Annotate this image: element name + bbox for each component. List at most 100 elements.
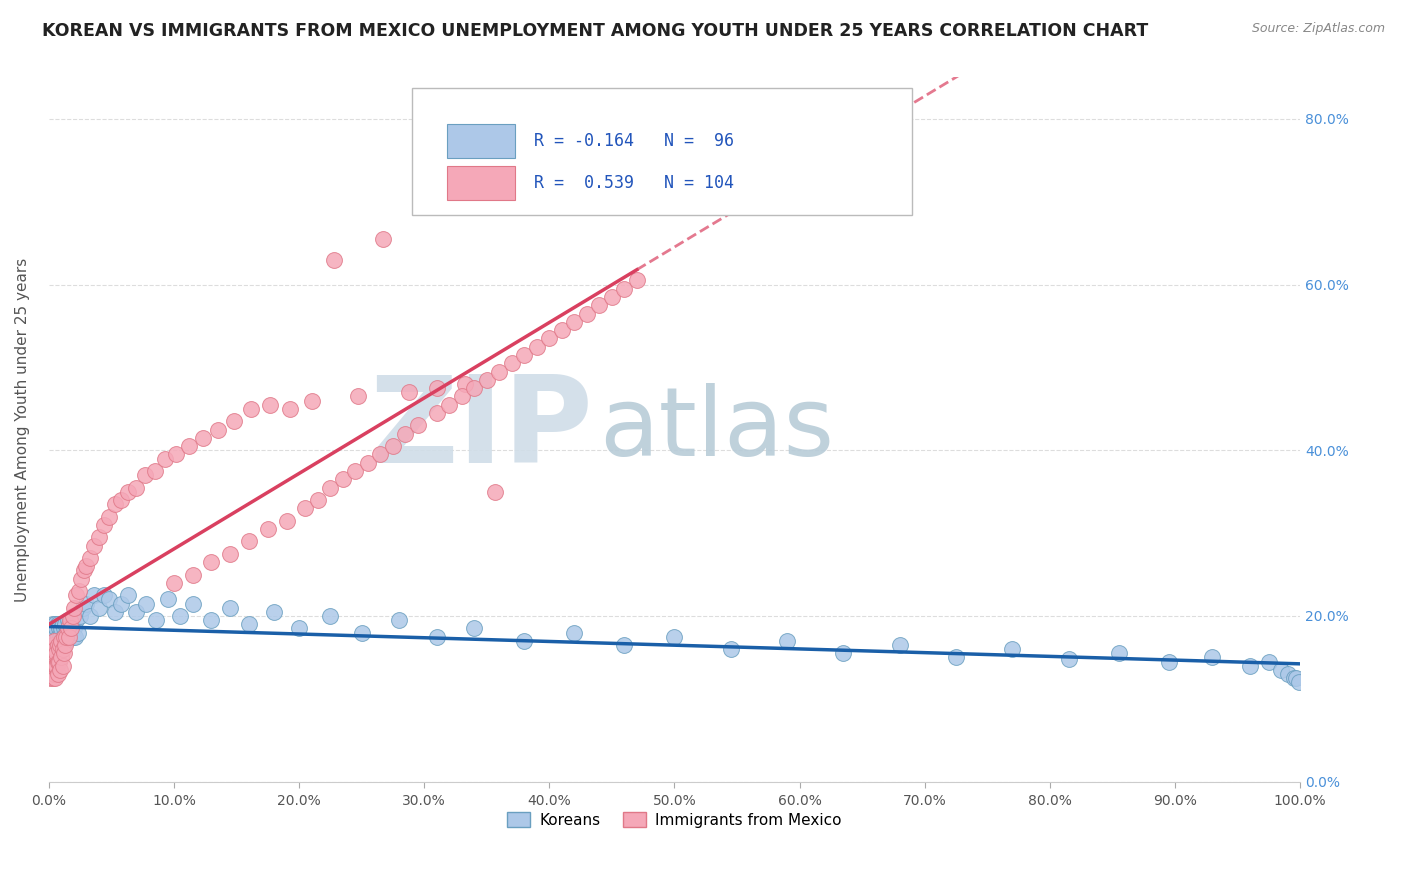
Point — [52, 633, 75, 648]
Point — [145, 613, 167, 627]
Point — [276, 514, 298, 528]
Point — [125, 605, 148, 619]
Point — [44, 642, 66, 657]
Point — [39, 638, 62, 652]
Point — [238, 534, 260, 549]
Point — [42, 667, 65, 681]
Point — [83, 588, 105, 602]
Bar — [447, 124, 516, 158]
Point — [87, 530, 110, 544]
Point — [1201, 650, 1223, 665]
Point — [60, 613, 83, 627]
Point — [219, 600, 242, 615]
Point — [626, 273, 648, 287]
Point — [153, 451, 176, 466]
Point — [406, 418, 429, 433]
Point — [65, 588, 87, 602]
Point — [344, 464, 367, 478]
Point — [55, 633, 77, 648]
Point — [347, 389, 370, 403]
Point — [463, 621, 485, 635]
Point — [240, 401, 263, 416]
Point — [450, 389, 472, 403]
Point — [526, 340, 548, 354]
Point — [39, 621, 62, 635]
Point — [394, 426, 416, 441]
Point — [125, 481, 148, 495]
Point — [1270, 663, 1292, 677]
Point — [307, 493, 329, 508]
Point — [1001, 642, 1024, 657]
Point — [39, 646, 62, 660]
Point — [41, 633, 63, 648]
Point — [207, 423, 229, 437]
Point — [177, 439, 200, 453]
Point — [319, 609, 342, 624]
Point — [117, 484, 139, 499]
Point — [51, 658, 73, 673]
Point — [191, 431, 214, 445]
Point — [42, 621, 65, 635]
Point — [45, 621, 67, 635]
Point — [75, 597, 97, 611]
Point — [48, 633, 70, 648]
Point — [1108, 646, 1130, 660]
Point — [97, 509, 120, 524]
Point — [62, 600, 84, 615]
Point — [381, 439, 404, 453]
Point — [256, 522, 278, 536]
Point — [488, 365, 510, 379]
Point — [63, 630, 86, 644]
Point — [513, 633, 536, 648]
Point — [58, 630, 80, 644]
Point — [484, 484, 506, 499]
Point — [44, 617, 66, 632]
Point — [263, 605, 285, 619]
Point — [45, 646, 67, 660]
Point — [39, 630, 62, 644]
Point — [48, 621, 70, 635]
Point — [49, 638, 72, 652]
Point — [39, 658, 62, 673]
Point — [889, 638, 911, 652]
Point — [39, 646, 62, 660]
Text: Source: ZipAtlas.com: Source: ZipAtlas.com — [1251, 22, 1385, 36]
Point — [52, 630, 75, 644]
Point — [169, 609, 191, 624]
Point — [65, 613, 87, 627]
Point — [59, 613, 82, 627]
Point — [388, 613, 411, 627]
Point — [46, 655, 69, 669]
Point — [45, 658, 67, 673]
Point — [1239, 658, 1261, 673]
Point — [200, 555, 222, 569]
Point — [62, 630, 84, 644]
Point — [110, 597, 132, 611]
Point — [117, 588, 139, 602]
Point — [87, 600, 110, 615]
Point — [41, 638, 63, 652]
Point — [600, 290, 623, 304]
Point — [1277, 667, 1299, 681]
Point — [110, 493, 132, 508]
Point — [332, 472, 354, 486]
Point — [588, 298, 610, 312]
Point — [294, 501, 316, 516]
Point — [51, 650, 73, 665]
Point — [1282, 671, 1305, 685]
Point — [45, 646, 67, 660]
Point — [49, 663, 72, 677]
Point — [1288, 675, 1310, 690]
Point — [200, 613, 222, 627]
Point — [46, 638, 69, 652]
Point — [39, 671, 62, 685]
Point — [238, 617, 260, 632]
Point — [664, 630, 686, 644]
Point — [222, 414, 245, 428]
Point — [55, 625, 77, 640]
Point — [501, 356, 523, 370]
Text: R = -0.164   N =  96: R = -0.164 N = 96 — [534, 132, 734, 150]
Point — [288, 621, 311, 635]
Bar — [447, 166, 516, 200]
Point — [1157, 655, 1180, 669]
